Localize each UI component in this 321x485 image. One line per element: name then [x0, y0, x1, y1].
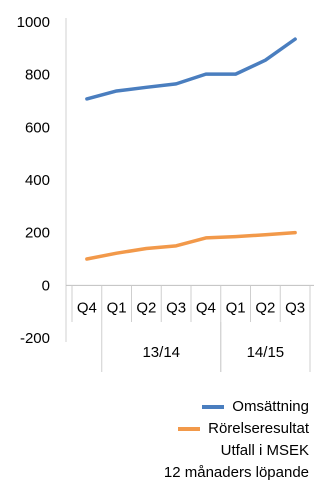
y-tick-label: 1000 [17, 14, 50, 31]
legend-item-omsattning: Omsättning [164, 396, 309, 418]
series-lines [85, 37, 297, 261]
legend-swatch-rorelseresultat [178, 427, 201, 431]
legend-label-rorelseresultat: Rörelseresultat [208, 420, 309, 437]
x-tick-label: Q4 [77, 299, 97, 316]
series-line-1 [85, 230, 297, 261]
note-unit: Utfall i MSEK [220, 442, 309, 459]
y-axis: 1000 800 600 400 200 0 -200 [17, 14, 50, 347]
note-period: 12 månaders löpande [163, 464, 309, 481]
x-tick-label: Q1 [107, 299, 127, 316]
y-tick-label: 400 [25, 172, 50, 189]
y-tick-label: 600 [25, 119, 50, 136]
x-tick-label: Q3 [166, 299, 186, 316]
x-tick-label: Q2 [255, 299, 275, 316]
x-group-label: 14/15 [247, 344, 285, 361]
axes [65, 18, 314, 342]
x-tick-label: Q1 [226, 299, 246, 316]
x-tick-label: Q2 [136, 299, 156, 316]
y-tick-label: 200 [25, 225, 50, 242]
legend-item-rorelseresultat: Rörelseresultat [164, 418, 309, 440]
x-axis: Q4 Q1 Q2 Q3 Q4 Q1 Q2 Q3 [77, 299, 305, 316]
legend-swatch-omsattning [202, 405, 225, 409]
y-tick-label: -200 [20, 330, 50, 347]
line-chart: 1000 800 600 400 200 0 -200 Q4 Q1 Q2 Q3 Q4 Q1 Q2 Q3 1… [17, 14, 314, 372]
y-tick-label: 800 [25, 67, 50, 84]
x-axis-groups: 13/14 14/15 [101, 322, 311, 372]
legend: Omsättning Rörelseresultat Utfall i MSEK… [164, 396, 309, 484]
x-group-label: 13/14 [142, 344, 180, 361]
x-tick-label: Q4 [196, 299, 216, 316]
legend-label-omsattning: Omsättning [232, 398, 309, 415]
series-line-0 [85, 37, 297, 101]
x-tick-label: Q3 [285, 299, 305, 316]
y-tick-label: 0 [42, 277, 50, 294]
